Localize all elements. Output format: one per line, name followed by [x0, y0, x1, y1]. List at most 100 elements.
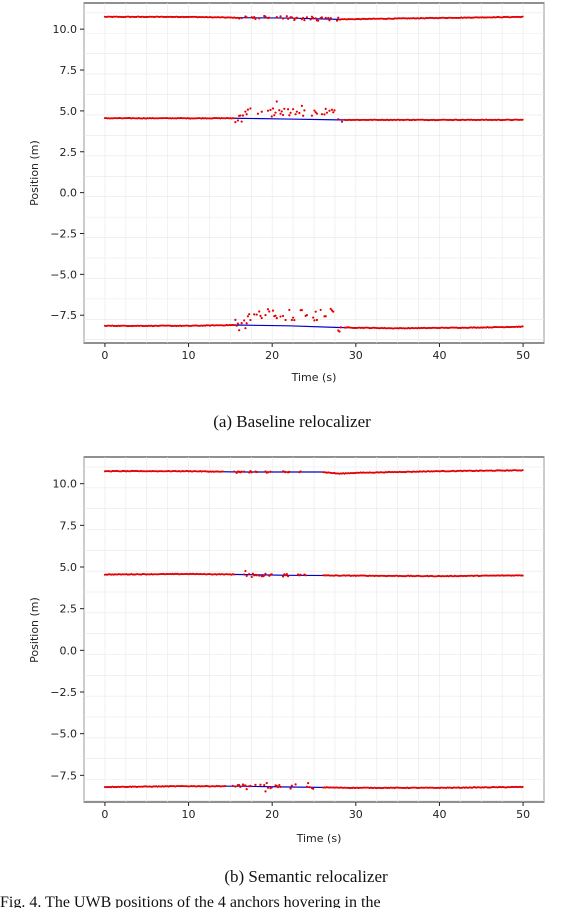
position-point [245, 574, 248, 577]
position-point [289, 111, 292, 114]
position-point [260, 316, 263, 320]
position-point [288, 308, 291, 312]
position-point [303, 19, 306, 22]
position-point [521, 15, 524, 18]
position-point [335, 19, 339, 22]
position-point [521, 118, 524, 121]
x-ticks-semantic: 0 10 20 30 40 50 [101, 802, 530, 821]
y-axis-label-semantic: Position (m) [28, 597, 41, 663]
position-point [245, 322, 248, 325]
x-tick-label: 10 [182, 349, 196, 362]
position-point [295, 16, 298, 19]
position-point [304, 574, 307, 577]
position-point [275, 100, 278, 103]
position-point [245, 788, 248, 791]
y-tick-label: 10.0 [53, 23, 78, 36]
position-point [245, 16, 248, 19]
chart-panel-baseline: 0 10 20 30 40 50 10.0 7.5 5.0 2.5 0.0 −2.5 −5.0 −7.5… [28, 2, 545, 431]
position-point [248, 572, 251, 576]
position-point [281, 113, 285, 117]
x-tick-label: 10 [182, 808, 196, 821]
position-point [312, 787, 315, 790]
position-point [329, 16, 332, 20]
position-point [294, 113, 297, 116]
position-point [328, 19, 331, 22]
position-point [259, 314, 262, 317]
position-point [330, 108, 334, 111]
y-ticks-baseline: 10.0 7.5 5.0 2.5 0.0 −2.5 −5.0 −7.5 [50, 23, 84, 322]
position-point [313, 319, 316, 322]
position-point [302, 114, 305, 117]
position-point [266, 308, 270, 311]
position-point [305, 785, 308, 788]
position-point [309, 18, 312, 21]
chart-panel-semantic: 0 10 20 30 40 50 10.0 7.5 5.0 2.5 0.0 −2.5 −5.0 −7.5… [28, 456, 545, 886]
position-point [289, 787, 292, 790]
position-point [320, 16, 324, 19]
position-point [244, 569, 247, 573]
position-point [286, 17, 290, 20]
position-point [286, 575, 290, 578]
position-point [235, 324, 238, 327]
position-point [250, 575, 253, 579]
y-tick-label: 2.5 [60, 146, 78, 159]
position-point [244, 327, 247, 330]
position-point [240, 322, 243, 325]
position-point [240, 120, 243, 123]
y-tick-label: 0.0 [60, 187, 78, 200]
position-point [313, 109, 316, 112]
position-point [240, 470, 243, 473]
position-point [249, 318, 252, 322]
position-point [337, 16, 340, 19]
position-point [245, 113, 248, 116]
y-tick-label: −7.5 [50, 769, 77, 782]
position-point [305, 313, 308, 317]
position-point [268, 310, 271, 313]
marks-baseline [103, 14, 524, 333]
position-point [279, 15, 282, 18]
x-tick-label: 30 [349, 349, 363, 362]
position-point [280, 110, 283, 113]
position-point [234, 318, 237, 321]
position-point [332, 111, 335, 114]
position-point [276, 786, 280, 789]
position-point [231, 784, 234, 787]
position-point [310, 114, 314, 117]
position-point [234, 785, 237, 788]
position-point [269, 470, 272, 473]
position-point [233, 573, 236, 576]
position-point [269, 108, 272, 111]
x-tick-label: 20 [265, 349, 279, 362]
position-point [290, 784, 293, 787]
y-tick-label: −5.0 [50, 728, 77, 741]
position-point [339, 326, 342, 329]
position-point [300, 309, 303, 312]
position-point [236, 322, 239, 325]
position-point [286, 108, 290, 111]
y-tick-label: −2.5 [50, 686, 77, 699]
position-point [266, 109, 270, 112]
position-point [248, 313, 251, 316]
grid-semantic [83, 457, 545, 802]
position-point [298, 111, 301, 115]
position-point [324, 16, 327, 19]
position-point [264, 790, 267, 793]
y-tick-label: 10.0 [53, 478, 78, 491]
position-point [253, 15, 256, 19]
x-tick-label: 0 [101, 349, 108, 362]
position-point [265, 781, 268, 785]
y-tick-label: 5.0 [60, 105, 78, 118]
x-tick-label: 0 [101, 808, 108, 821]
position-point [254, 17, 257, 21]
position-point [253, 313, 256, 316]
position-point [284, 318, 287, 322]
x-tick-label: 40 [432, 808, 446, 821]
position-point [285, 15, 288, 18]
position-point [246, 315, 250, 318]
position-point [278, 109, 281, 112]
position-point [264, 15, 267, 18]
position-point [288, 114, 291, 117]
position-point [288, 470, 291, 473]
position-point [258, 310, 261, 313]
